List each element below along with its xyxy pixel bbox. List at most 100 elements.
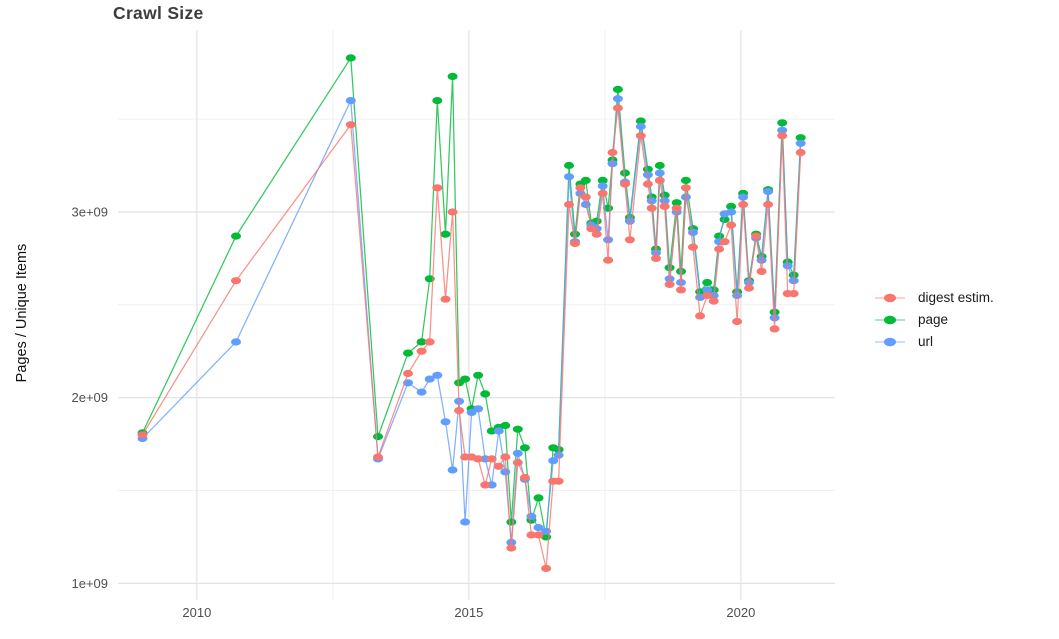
data-point: [403, 349, 413, 357]
x-tick-label: 2020: [726, 605, 755, 620]
data-point: [782, 262, 793, 270]
data-point: [533, 494, 544, 502]
legend-label: digest estim.: [918, 290, 994, 305]
legend-key-icon: [875, 315, 905, 324]
data-point: [726, 208, 737, 216]
data-point: [659, 197, 670, 205]
data-point: [620, 169, 630, 177]
data-point: [440, 295, 451, 303]
data-point: [612, 95, 623, 103]
legend-item-page: page: [874, 312, 994, 327]
data-point: [695, 312, 706, 320]
data-point: [424, 375, 435, 383]
legend-label: url: [918, 334, 934, 349]
data-point: [620, 180, 630, 188]
data-point: [777, 126, 788, 134]
axis-tick-labels: 1e+09 2e+09 3e+09 2010 2015 2020: [71, 204, 755, 620]
data-point: [688, 228, 698, 236]
data-point: [732, 317, 743, 326]
data-point: [763, 187, 774, 196]
chart-title: Crawl Size: [113, 3, 204, 23]
data-point: [603, 256, 614, 264]
data-point: [714, 245, 725, 253]
data-point: [137, 431, 148, 439]
data-point: [519, 444, 530, 452]
data-point: [580, 200, 591, 209]
data-point: [575, 184, 586, 192]
data-point: [597, 182, 608, 190]
data-point: [473, 371, 484, 379]
data-point: [651, 254, 661, 262]
data-point: [708, 297, 719, 305]
data-point: [726, 221, 737, 229]
data-point: [373, 453, 383, 461]
data-point: [519, 473, 530, 482]
data-point: [403, 369, 413, 378]
series-line: [142, 98, 802, 543]
x-tick-label: 2015: [454, 605, 483, 620]
data-point: [612, 85, 623, 93]
series-url: [137, 95, 806, 547]
data-point: [591, 230, 602, 238]
data-point: [777, 119, 788, 127]
legend-item-url: url: [874, 334, 994, 349]
data-point: [500, 421, 511, 430]
gridlines-minor: [118, 30, 835, 600]
data-point: [642, 180, 653, 188]
data-point: [795, 148, 806, 157]
data-point: [744, 284, 754, 292]
data-point: [570, 230, 580, 238]
data-point: [702, 278, 713, 287]
y-tick-label: 1e+09: [71, 576, 108, 591]
data-point: [345, 97, 356, 105]
data-point: [788, 290, 799, 298]
data-point: [646, 197, 657, 205]
data-point: [416, 347, 427, 355]
data-point: [612, 104, 623, 112]
data-point: [500, 453, 511, 461]
data-point: [447, 466, 458, 474]
data-point: [564, 161, 574, 170]
data-point: [345, 54, 356, 62]
data-point: [506, 518, 517, 526]
data-point: [659, 202, 670, 210]
data-point: [533, 524, 544, 532]
data-point: [726, 202, 737, 210]
data-point: [480, 390, 491, 398]
data-point: [486, 455, 497, 463]
data-point: [473, 405, 484, 413]
data-point: [460, 518, 471, 526]
data-point: [635, 122, 646, 131]
data-point: [564, 200, 574, 209]
legend-key-icon: [875, 337, 905, 346]
data-point: [763, 200, 774, 209]
data-point: [432, 371, 443, 379]
data-point: [795, 139, 806, 147]
data-point: [440, 230, 451, 238]
legend-label: page: [918, 312, 949, 327]
data-point: [719, 215, 730, 223]
data-point: [447, 72, 458, 80]
data-point: [231, 338, 241, 346]
data-point: [424, 338, 435, 346]
data-point: [603, 236, 614, 244]
data-point: [580, 193, 591, 201]
data-point: [500, 468, 511, 476]
data-point: [664, 264, 675, 272]
data-point: [738, 200, 749, 209]
data-point: [553, 451, 564, 459]
series-digest-estim: [137, 104, 806, 573]
data-point: [570, 239, 580, 248]
legend-key-icon: [875, 293, 905, 302]
data-point: [671, 204, 682, 212]
data-point: [624, 236, 635, 244]
data-point: [447, 208, 458, 216]
data-point: [486, 427, 497, 435]
data-point: [788, 277, 799, 285]
data-point: [646, 204, 657, 212]
data-point: [373, 433, 383, 441]
data-point: [702, 291, 713, 300]
data-point: [664, 280, 675, 288]
